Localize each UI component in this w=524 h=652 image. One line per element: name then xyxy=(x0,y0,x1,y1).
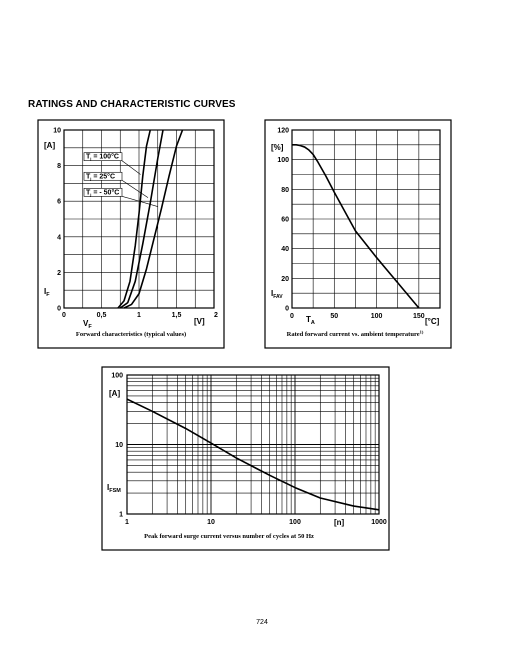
legend-label: Tj = - 50°C xyxy=(86,188,119,197)
x-unit-label: [°C] xyxy=(425,317,440,326)
legend-label: Tj = 25°C xyxy=(86,172,115,181)
chart-caption: Rated forward current vs. ambient temper… xyxy=(287,330,424,339)
x-unit-label: [n] xyxy=(334,518,345,527)
x-tick-label: 1,5 xyxy=(172,312,182,319)
plot-area xyxy=(126,374,380,515)
series-line xyxy=(123,129,184,309)
y-tick-label: 80 xyxy=(281,187,289,194)
rated-current-chart: 0 20 40 60 80 100 120 0 50 100 150 [%] IFAV TA [°… xyxy=(264,119,452,349)
y-tick-label: 2 xyxy=(57,270,61,277)
y-tick-label: 60 xyxy=(281,217,289,224)
x-tick-label: 0 xyxy=(290,313,294,320)
x-unit-label: [V] xyxy=(194,317,205,326)
y-tick-label: 10 xyxy=(115,442,123,449)
x-tick-label: 2 xyxy=(214,312,218,319)
y-unit-label: [%] xyxy=(271,143,284,152)
series-line xyxy=(117,129,152,309)
x-tick-label: 100 xyxy=(371,313,383,320)
legend-leader-line xyxy=(121,196,158,207)
plot-area xyxy=(291,129,441,309)
legend-leader-line xyxy=(121,160,141,175)
chart-caption: Peak forward surge current versus number… xyxy=(144,533,314,540)
x-tick-labels: 0 50 100 150 xyxy=(290,313,425,320)
x-axis-label: TA xyxy=(306,315,315,326)
y-axis-label: IFAV xyxy=(271,289,283,300)
x-axis-label: VF xyxy=(83,319,92,330)
chart-caption: Forward characteristics (typical values) xyxy=(76,331,186,338)
x-tick-label: 100 xyxy=(289,519,301,526)
x-tick-labels: 0 0,5 1 1,5 2 xyxy=(62,312,218,319)
plot-area xyxy=(63,129,215,309)
y-tick-label: 100 xyxy=(111,373,123,380)
chart-frame xyxy=(264,119,452,349)
series-line xyxy=(119,129,164,309)
y-unit-label: [A] xyxy=(109,389,120,398)
y-tick-label: 8 xyxy=(57,163,61,170)
chart-frame xyxy=(101,366,390,551)
y-unit-label: [A] xyxy=(44,141,55,150)
legend-label: Tj = 100°C xyxy=(86,153,119,162)
y-tick-label: 120 xyxy=(277,128,289,135)
legend-box xyxy=(83,152,123,161)
series-line xyxy=(292,144,420,309)
y-axis-label: IFSM xyxy=(107,483,121,494)
page-number: 724 xyxy=(256,619,268,626)
x-tick-label: 1 xyxy=(137,312,141,319)
legend-box xyxy=(83,171,123,181)
y-tick-label: 20 xyxy=(281,276,289,283)
series-group xyxy=(292,144,420,309)
y-tick-labels: 1 10 100 xyxy=(111,373,123,519)
legend: Tj = 100°C Tj = 25°C Tj = - 50°C xyxy=(83,152,158,207)
series-group xyxy=(126,398,380,511)
legend-leader-line xyxy=(121,180,149,198)
chart-frame xyxy=(37,119,225,349)
legend-box xyxy=(83,188,123,197)
y-tick-labels: 0 2 4 6 8 10 xyxy=(53,128,61,313)
x-tick-label: 0,5 xyxy=(97,312,107,319)
x-tick-label: 10 xyxy=(207,519,215,526)
x-tick-label: 50 xyxy=(330,313,338,320)
x-tick-label: 0 xyxy=(62,312,66,319)
x-tick-label: 150 xyxy=(413,313,425,320)
y-tick-label: 10 xyxy=(53,128,61,135)
x-tick-label: 1000 xyxy=(371,519,387,526)
y-tick-label: 6 xyxy=(57,199,61,206)
y-tick-label: 4 xyxy=(57,234,61,241)
x-tick-labels: 1 10 100 1000 xyxy=(125,519,387,526)
y-tick-labels: 0 20 40 60 80 100 120 xyxy=(277,128,289,313)
x-tick-label: 1 xyxy=(125,519,129,526)
y-tick-label: 0 xyxy=(285,306,289,313)
y-axis-label: IF xyxy=(44,287,50,298)
series-group xyxy=(117,129,184,309)
y-tick-label: 100 xyxy=(277,157,289,164)
series-line xyxy=(126,398,380,511)
y-tick-label: 1 xyxy=(119,512,123,519)
section-title: RATINGS AND CHARACTERISTIC CURVES xyxy=(28,99,236,110)
surge-current-chart: 1 10 100 1 10 100 1000 [A] IFSM [n] Peak forw… xyxy=(101,366,390,551)
grid xyxy=(292,130,440,308)
y-tick-label: 0 xyxy=(57,306,61,313)
y-tick-label: 40 xyxy=(281,246,289,253)
grid xyxy=(127,375,379,514)
